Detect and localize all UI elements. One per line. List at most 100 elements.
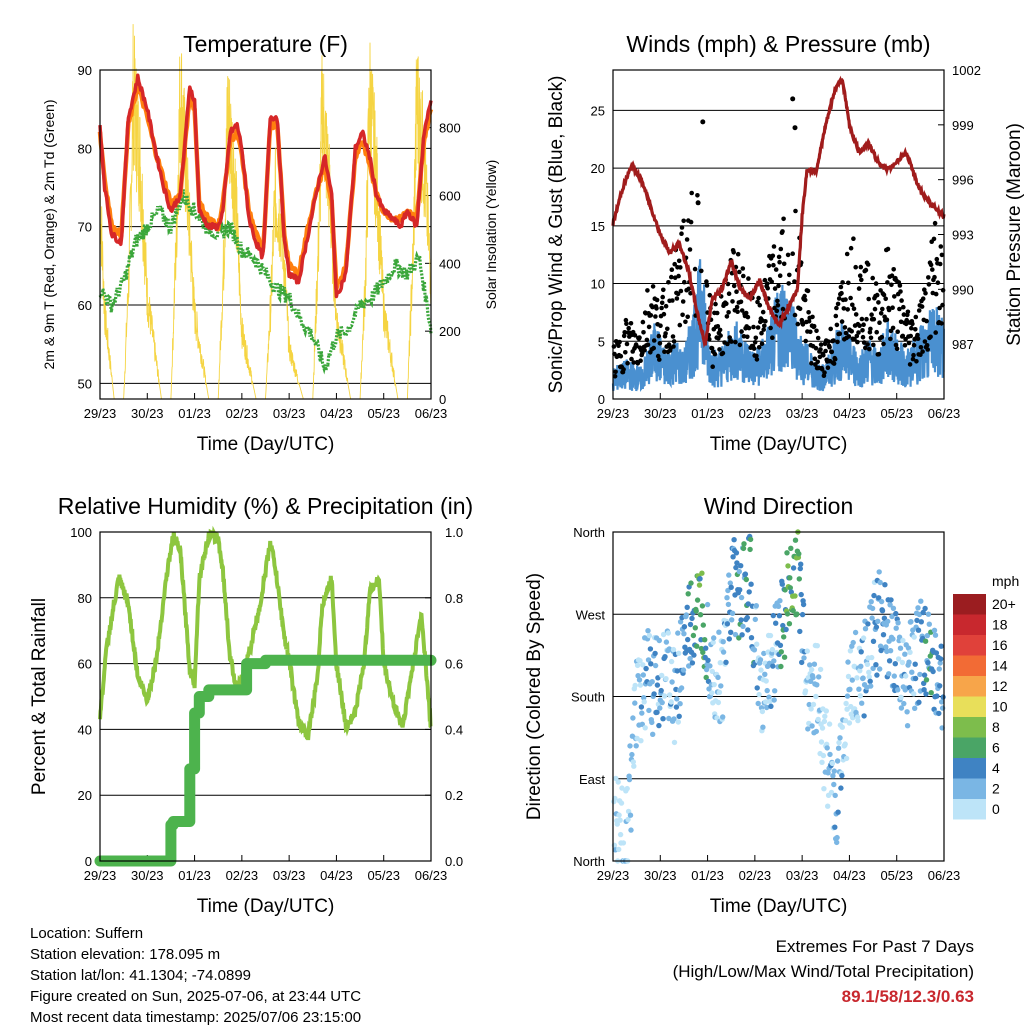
direction-point xyxy=(926,621,932,627)
direction-point xyxy=(822,713,828,719)
gust-point xyxy=(663,303,669,309)
gust-point xyxy=(859,316,865,322)
direction-point xyxy=(778,663,784,670)
direction-point xyxy=(686,663,692,669)
gust-point xyxy=(880,306,885,312)
direction-point xyxy=(777,598,783,604)
gust-point xyxy=(920,349,925,354)
direction-point xyxy=(779,581,785,587)
gust-point xyxy=(813,345,819,351)
direction-point xyxy=(691,652,697,658)
gust-point xyxy=(654,306,659,311)
gust-point xyxy=(854,333,860,339)
gust-point xyxy=(792,279,797,284)
gust-point xyxy=(808,329,813,335)
gust-point xyxy=(812,356,818,362)
gust-point xyxy=(676,258,682,264)
gust-point xyxy=(839,290,844,296)
y-tick-label: 0 xyxy=(85,854,92,869)
direction-point xyxy=(634,662,641,669)
direction-point xyxy=(832,824,838,830)
y-right-tick-label: 0.2 xyxy=(445,788,463,803)
gust-point xyxy=(774,308,780,314)
gust-point xyxy=(937,305,942,311)
direction-point xyxy=(627,812,634,818)
gust-point xyxy=(624,321,629,327)
plot-frame xyxy=(612,531,945,862)
panel-title: Temperature (F) xyxy=(183,31,348,57)
gust-point xyxy=(857,273,863,279)
gust-point xyxy=(881,341,886,347)
gust-point xyxy=(646,324,652,330)
direction-point xyxy=(903,673,909,679)
gust-point xyxy=(863,345,868,351)
direction-point xyxy=(911,691,917,697)
direction-point xyxy=(899,659,906,666)
gust-point xyxy=(657,357,662,362)
direction-point xyxy=(799,659,805,666)
direction-point xyxy=(890,605,897,611)
gust-point xyxy=(890,325,896,331)
gust-point xyxy=(863,267,869,273)
gust-point xyxy=(729,339,734,344)
gust-point xyxy=(883,296,888,302)
direction-point xyxy=(747,536,754,543)
gust-point xyxy=(692,266,698,272)
direction-point xyxy=(901,700,907,707)
direction-point xyxy=(854,675,860,681)
gust-point xyxy=(856,286,862,291)
gust-point xyxy=(778,246,784,252)
direction-point xyxy=(757,657,764,663)
direction-point xyxy=(720,649,727,655)
direction-point xyxy=(738,594,745,601)
direction-point xyxy=(647,646,654,652)
gust-point xyxy=(777,259,782,265)
direction-point xyxy=(709,690,715,696)
y-right-tick-label: 0.0 xyxy=(445,854,463,869)
gust-point xyxy=(755,325,761,330)
gust-point xyxy=(631,360,637,365)
direction-point xyxy=(759,708,766,715)
gust-point xyxy=(915,336,921,342)
gust-point xyxy=(616,343,621,349)
direction-point xyxy=(883,644,889,650)
direction-point xyxy=(834,839,840,846)
direction-point xyxy=(676,650,682,656)
gust-point xyxy=(669,274,674,280)
direction-point xyxy=(767,698,773,705)
legend-swatch xyxy=(953,696,986,717)
legend-swatch xyxy=(953,717,986,738)
y-tick-label: 60 xyxy=(78,657,92,672)
gust-point xyxy=(724,301,729,307)
series-temp-2m xyxy=(98,73,433,299)
direction-point xyxy=(787,575,793,581)
legend-label: 4 xyxy=(992,760,1000,776)
gust-point xyxy=(648,313,654,318)
plot-frame xyxy=(99,69,432,400)
direction-point xyxy=(925,611,932,617)
gust-point xyxy=(712,351,718,357)
direction-point xyxy=(652,650,658,657)
gust-point xyxy=(628,321,634,326)
direction-point xyxy=(902,651,908,657)
series-pressure xyxy=(611,75,946,349)
gust-point xyxy=(656,333,662,339)
gust-point xyxy=(860,328,865,333)
gust-point xyxy=(626,325,631,331)
direction-point xyxy=(814,682,820,688)
y-right-tick-label: 0.8 xyxy=(445,591,463,606)
direction-point xyxy=(758,667,764,673)
direction-point xyxy=(787,585,793,591)
x-tick-label: 04/23 xyxy=(833,406,866,421)
direction-point xyxy=(857,668,863,674)
station-elevation: Station elevation: 178.095 m xyxy=(30,946,221,963)
direction-point xyxy=(673,704,680,710)
direction-point xyxy=(707,663,713,669)
direction-point xyxy=(874,672,880,678)
gust-point xyxy=(913,314,919,320)
gust-point xyxy=(901,312,907,317)
gust-point xyxy=(734,289,739,295)
direction-point xyxy=(645,657,652,663)
direction-point xyxy=(912,661,918,667)
gust-point xyxy=(795,321,801,327)
